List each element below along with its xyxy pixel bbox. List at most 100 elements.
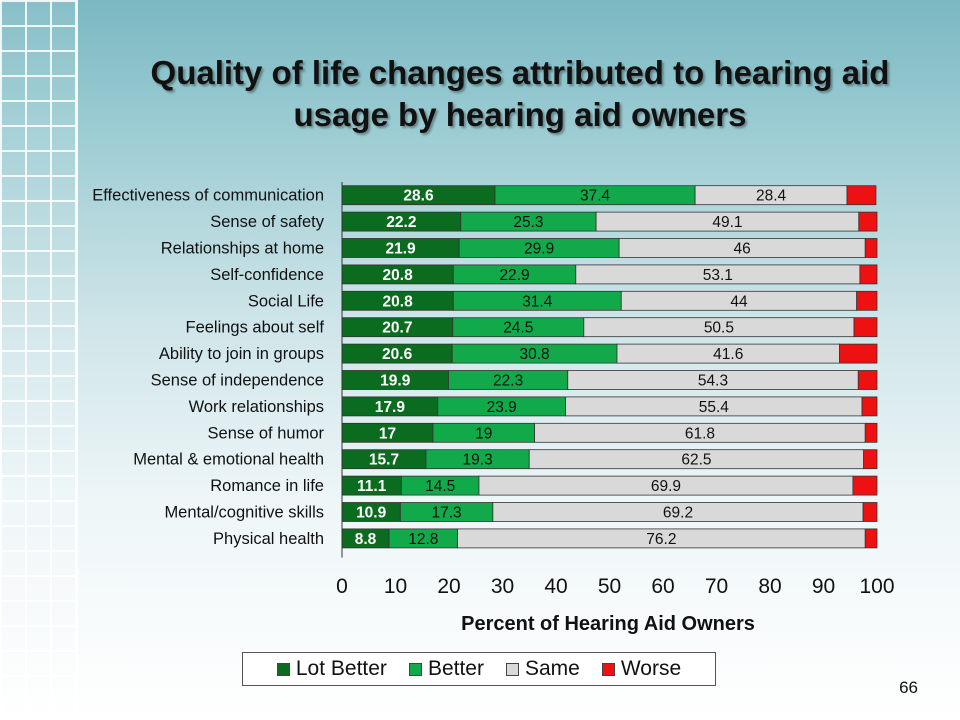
data-label-lot-better-sense-of-humor: 17 [379,425,396,442]
bar-worse-sense-of-humor [864,422,878,443]
legend-item-worse: Worse [601,657,682,681]
bar-worse-ability-to-join-in-groups [839,343,878,364]
decorative-grid-edge [76,0,78,720]
legend-swatch-lot-better [276,662,290,676]
data-label-lot-better-ability-to-join-in-groups: 20.6 [382,346,413,363]
bar-worse-sense-of-safety [858,211,878,232]
x-tick-label-40: 40 [544,575,567,598]
bar-worse-self-confidence [859,264,878,285]
data-label-better-ability-to-join-in-groups: 30.8 [520,346,550,363]
x-tick-label-100: 100 [859,575,894,598]
data-label-better-romance-in-life: 14.5 [425,478,455,495]
legend-label-better: Better [427,657,484,680]
data-label-better-effectiveness-of-communication: 37.4 [580,188,611,205]
category-label-sense-of-independence: Sense of independence [151,372,324,390]
data-label-same-work-relationships: 55.4 [699,399,730,416]
category-label-feelings-about-self: Feelings about self [185,319,324,337]
bar-worse-sense-of-independence [857,370,878,390]
data-label-better-physical-health: 12.8 [408,531,438,548]
bar-worse-effectiveness-of-communication [846,185,877,206]
bar-worse-romance-in-life [852,475,878,496]
data-label-same-social-life: 44 [730,293,748,310]
data-label-lot-better-social-life: 20.8 [383,293,414,310]
data-label-better-self-confidence: 22.9 [499,267,529,284]
data-label-better-mental-cognitive-skills: 17.3 [432,505,462,522]
category-label-ability-to-join-in-groups: Ability to join in groups [159,345,324,363]
data-label-lot-better-effectiveness-of-communication: 28.6 [403,188,434,205]
legend-label-lot-better: Lot Better [295,657,387,680]
data-label-same-feelings-about-self: 50.5 [704,320,734,337]
data-label-better-relationships-at-home: 29.9 [524,241,554,258]
data-label-same-ability-to-join-in-groups: 41.6 [713,346,743,363]
category-label-work-relationships: Work relationships [189,398,324,416]
legend-swatch-better [408,662,422,676]
category-label-physical-health: Physical health [213,530,324,548]
data-label-same-sense-of-humor: 61.8 [685,425,715,442]
bar-worse-feelings-about-self [853,317,878,338]
data-label-lot-better-relationships-at-home: 21.9 [385,241,416,258]
data-label-lot-better-mental-cognitive-skills: 10.9 [356,505,387,522]
data-label-lot-better-feelings-about-self: 20.7 [382,320,412,337]
bar-worse-mental-cognitive-skills [862,502,878,522]
category-label-social-life: Social Life [248,292,324,310]
bar-worse-social-life [856,290,878,311]
bar-worse-mental-emotional-health [863,449,878,470]
page-number: 66 [899,678,918,697]
data-label-same-sense-of-independence: 54.3 [698,373,728,390]
legend-swatch-worse [601,662,615,676]
data-label-same-physical-health: 76.2 [646,531,676,548]
legend-item-lot-better: Lot Better [276,657,387,681]
category-label-mental-emotional-health: Mental & emotional health [133,451,324,469]
x-tick-label-70: 70 [705,575,728,598]
legend-item-better: Better [408,657,484,681]
legend-item-same: Same [505,657,580,681]
x-tick-label-60: 60 [651,575,674,598]
data-label-lot-better-mental-emotional-health: 15.7 [369,452,399,469]
data-label-same-self-confidence: 53.1 [703,267,733,284]
category-label-mental-cognitive-skills: Mental/cognitive skills [164,504,324,522]
x-axis-title: Percent of Hearing Aid Owners [461,613,755,635]
data-label-better-social-life: 31.4 [522,293,553,310]
x-tick-label-90: 90 [812,575,835,598]
data-label-same-sense-of-safety: 49.1 [712,214,742,231]
decorative-grid-strip [0,0,76,720]
bar-worse-physical-health [864,528,878,549]
legend-swatch-same [505,662,519,676]
data-label-better-sense-of-safety: 25.3 [513,214,543,231]
data-label-lot-better-sense-of-safety: 22.2 [386,214,416,231]
data-label-lot-better-physical-health: 8.8 [355,531,377,548]
data-label-lot-better-sense-of-independence: 19.9 [380,373,411,390]
bar-worse-relationships-at-home [864,238,878,258]
bar-worse-work-relationships [861,396,878,417]
x-tick-label-20: 20 [437,575,460,598]
category-label-self-confidence: Self-confidence [210,266,324,284]
data-label-better-mental-emotional-health: 19.3 [463,452,493,469]
data-label-better-work-relationships: 23.9 [487,399,517,416]
data-label-lot-better-self-confidence: 20.8 [383,267,414,284]
x-tick-label-30: 30 [491,575,514,598]
data-label-better-sense-of-independence: 22.3 [493,373,523,390]
category-label-effectiveness-of-communication: Effectiveness of communication [92,187,324,205]
x-tick-label-10: 10 [384,575,407,598]
x-tick-label-50: 50 [598,575,621,598]
category-label-romance-in-life: Romance in life [210,477,324,495]
data-label-better-feelings-about-self: 24.5 [503,320,533,337]
data-label-lot-better-work-relationships: 17.9 [375,399,406,416]
legend-label-same: Same [524,657,580,680]
data-label-same-mental-cognitive-skills: 69.2 [663,505,693,522]
data-label-same-mental-emotional-health: 62.5 [681,452,711,469]
category-label-sense-of-safety: Sense of safety [210,213,324,231]
slide-title: Quality of life changes attributed to he… [150,54,890,133]
x-tick-label-0: 0 [336,575,348,598]
data-label-lot-better-romance-in-life: 11.1 [357,478,387,495]
category-label-relationships-at-home: Relationships at home [161,240,324,258]
data-label-same-effectiveness-of-communication: 28.4 [756,188,787,205]
data-label-same-romance-in-life: 69.9 [651,478,681,495]
category-label-sense-of-humor: Sense of humor [208,424,325,442]
data-label-same-relationships-at-home: 46 [734,241,751,258]
chart-legend: Lot Better Better Same Worse [242,652,716,686]
x-tick-label-80: 80 [758,575,781,598]
legend-label-worse: Worse [620,657,682,680]
data-label-better-sense-of-humor: 19 [475,425,492,442]
